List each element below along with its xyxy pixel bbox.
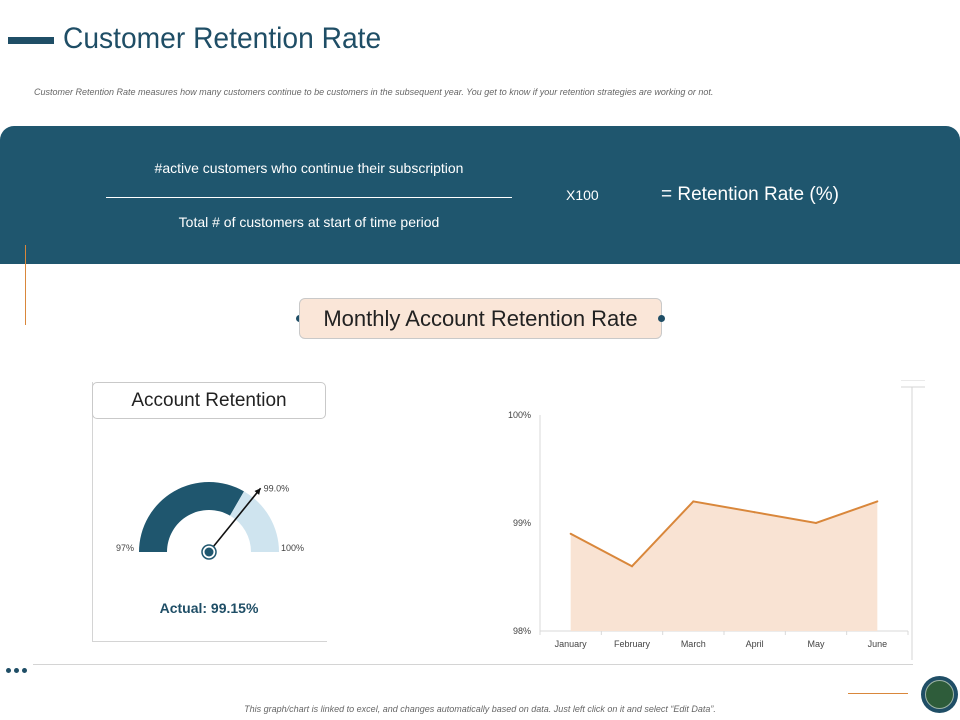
retention-line-chart: 98% 99% 100% January February March April May Ju… <box>508 380 925 660</box>
title-accent-bar <box>8 37 54 44</box>
x-tick-label: May <box>807 639 825 649</box>
decorative-dots <box>6 660 30 678</box>
gauge-hub-center <box>204 547 214 557</box>
page-subtitle: Customer Retention Rate measures how man… <box>34 87 714 97</box>
data-point <box>631 565 633 568</box>
formula-numerator: #active customers who continue their sub… <box>154 160 464 176</box>
x-tick-label: April <box>746 639 764 649</box>
x-tick-label: March <box>681 639 706 649</box>
gauge-header: Account Retention <box>92 382 326 419</box>
decorative-vertical-line <box>25 245 26 325</box>
data-point <box>815 522 817 524</box>
fraction-line <box>106 197 512 198</box>
formula-multiplier: X100 <box>566 187 599 203</box>
y-tick-label: 100% <box>508 410 531 420</box>
data-point <box>876 500 879 503</box>
gauge-chart: 97% 100% 99.0% <box>116 482 304 560</box>
gauge-min-label: 97% <box>116 543 134 553</box>
gauge-actual-value: Actual: 99.15% <box>159 600 259 616</box>
gauge-filled-arc <box>139 482 244 552</box>
series-line <box>570 500 878 568</box>
formula-denominator: Total # of customers at start of time pe… <box>178 214 440 230</box>
data-point <box>692 500 695 503</box>
formula-band <box>0 126 960 264</box>
gauge-target-label: 99.0% <box>264 483 290 493</box>
gauge-needle-arrowhead <box>254 488 261 495</box>
gauge-remaining-arc <box>230 491 279 552</box>
data-point <box>569 532 572 535</box>
gauge-max-label: 100% <box>281 543 304 553</box>
x-tick-label: January <box>555 639 588 649</box>
x-tick-label: June <box>868 639 888 649</box>
decorative-horizontal-line <box>848 693 908 694</box>
section-heading: Monthly Account Retention Rate <box>299 298 662 339</box>
pill-right-dot <box>658 315 665 322</box>
bottom-divider <box>33 664 913 665</box>
gauge-panel <box>92 382 327 642</box>
page-title: Customer Retention Rate <box>63 22 382 55</box>
data-point <box>753 511 756 514</box>
gauge-needle <box>208 487 262 553</box>
footer-note: This graph/chart is linked to excel, and… <box>244 704 716 714</box>
x-tick-label: February <box>614 639 651 649</box>
y-tick-label: 98% <box>513 626 531 636</box>
series-area <box>570 501 878 631</box>
formula-result: = Retention Rate (%) <box>661 184 839 205</box>
corner-logo <box>921 676 958 713</box>
y-tick-label: 99% <box>513 518 531 528</box>
